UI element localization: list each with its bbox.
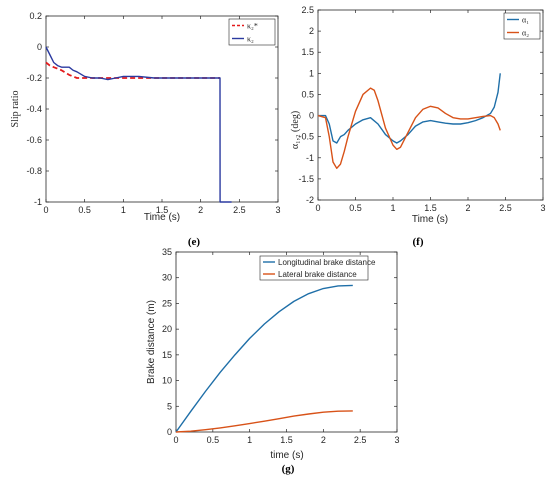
panel-label: (g)	[282, 463, 295, 475]
x-tick-label: 2.5	[354, 435, 367, 445]
legend-box	[503, 12, 541, 40]
y-tick-label: 1	[309, 68, 314, 78]
x-tick-label: 3	[394, 435, 399, 445]
x-tick-label: 2	[198, 205, 203, 215]
x-tick-label: 2.5	[499, 203, 512, 213]
series-group	[175, 284, 353, 433]
y-tick-label: 2.5	[301, 5, 314, 15]
x-tick-label: 2	[321, 435, 326, 445]
series-line-1	[318, 73, 501, 144]
x-tick-label: 0	[173, 435, 178, 445]
legend-box	[228, 18, 276, 46]
y-tick-label: 0	[37, 42, 42, 52]
x-tick-label: 1.5	[280, 435, 293, 445]
x-axis-label: Time (s)	[412, 214, 448, 225]
y-ticks: 0 5 10 15 20 25 30 35	[162, 247, 397, 437]
y-tick-label: 0	[309, 111, 314, 121]
panel-label: (e)	[188, 236, 201, 248]
y-tick-label: 30	[162, 273, 172, 283]
x-tick-label: 0	[315, 203, 320, 213]
y-tick-label: -0.6	[26, 135, 42, 145]
y-tick-label: -0.2	[26, 73, 42, 83]
legend-box	[259, 255, 369, 281]
x-tick-label: 0.5	[207, 435, 220, 445]
x-tick-label: 0	[43, 205, 48, 215]
x-tick-label: 3	[275, 205, 280, 215]
x-tick-label: 1.5	[156, 205, 169, 215]
x-tick-label: 3	[540, 203, 545, 213]
y-tick-label: 35	[162, 247, 172, 257]
series-group	[317, 73, 501, 170]
y-tick-label: 25	[162, 298, 172, 308]
legend-entry: α₁	[522, 16, 529, 25]
x-tick-label: 2	[465, 203, 470, 213]
x-tick-label: 1.5	[424, 203, 437, 213]
y-tick-label: 1.5	[301, 47, 314, 57]
x-tick-label: 0.5	[349, 203, 362, 213]
legend: Longitudinal brake distance Lateral brake…	[259, 255, 376, 281]
x-tick-label: 0.5	[78, 205, 91, 215]
series-line-2	[317, 87, 501, 170]
x-tick-label: 1	[390, 203, 395, 213]
x-ticks: 0 0.5 1 1.5 2 2.5 3	[43, 16, 281, 215]
chart-panel-f: 0 0.5 1 1.5 2 2.5 3 -2 -1.5 -1 -0.5 0 0.5 1 1.5 2 2.5 α…	[290, 5, 546, 248]
y-axis-label: α₁,₂ (deg)	[290, 111, 301, 149]
legend-entry: Lateral brake distance	[278, 270, 357, 279]
y-tick-label: -1	[306, 153, 314, 163]
chart-panel-g: 0 0.5 1 1.5 2 2.5 3 0 5 10 15 20 25 30 35 Longitudina…	[146, 247, 400, 475]
y-tick-label: 10	[162, 376, 172, 386]
y-tick-label: -1	[34, 197, 42, 207]
y-ticks: -1 -0.8 -0.6 -0.4 -0.2 0 0.2	[26, 11, 278, 207]
series-line-1	[175, 284, 353, 433]
legend-entry: α₂	[522, 29, 529, 38]
y-tick-label: 0.2	[29, 11, 42, 21]
chart-panel-e: 0 0.5 1 1.5 2 2.5 3 -1 -0.8 -0.6 -0.4 -0.2 0 0.2 κ₂*…	[10, 11, 281, 248]
legend: α₁ α₂	[503, 12, 541, 40]
y-tick-label: -0.8	[26, 166, 42, 176]
y-axis-label: Brake distance (m)	[146, 300, 157, 384]
legend-entry: κ₂	[247, 35, 254, 44]
series-line-2	[175, 410, 353, 433]
legend: κ₂* κ₂	[228, 18, 276, 46]
x-axis-label: time (s)	[270, 450, 303, 461]
y-tick-label: -0.4	[26, 104, 42, 114]
legend-entry: Longitudinal brake distance	[278, 258, 376, 267]
series-group	[45, 46, 232, 203]
y-ticks: -2 -1.5 -1 -0.5 0 0.5 1 1.5 2 2.5	[298, 5, 543, 205]
panel-label: (f)	[413, 236, 424, 248]
series-line-2	[45, 46, 232, 203]
x-ticks: 0 0.5 1 1.5 2 2.5 3	[315, 10, 546, 213]
legend-entry: κ₂*	[247, 22, 258, 31]
x-tick-label: 2.5	[233, 205, 246, 215]
x-tick-label: 1	[247, 435, 252, 445]
x-axis-label: Time (s)	[144, 212, 180, 223]
y-tick-label: -2	[306, 195, 314, 205]
y-axis-label: Slip ratio	[10, 91, 21, 128]
y-tick-label: 0.5	[301, 89, 314, 99]
y-tick-label: 5	[167, 401, 172, 411]
x-ticks: 0 0.5 1 1.5 2 2.5 3	[173, 252, 400, 445]
y-tick-label: 15	[162, 350, 172, 360]
x-tick-label: 1	[121, 205, 126, 215]
y-tick-label: 20	[162, 324, 172, 334]
y-tick-label: -0.5	[298, 132, 314, 142]
y-tick-label: 0	[167, 427, 172, 437]
y-tick-label: -1.5	[298, 174, 314, 184]
y-tick-label: 2	[309, 26, 314, 36]
